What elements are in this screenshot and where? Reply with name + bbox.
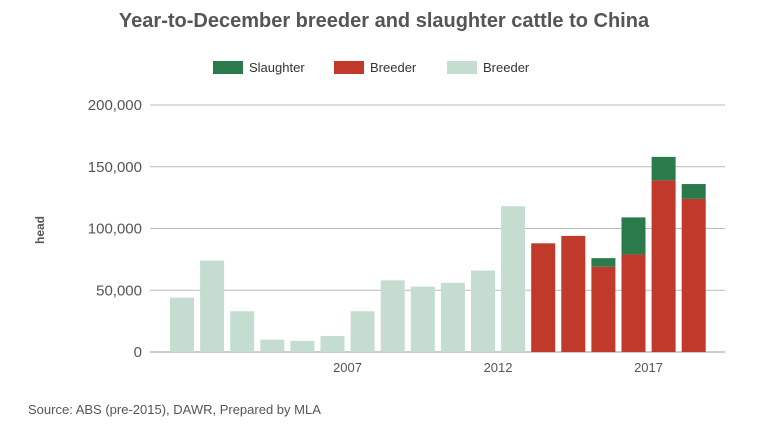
y-axis: 0 50,000 100,000 150,000 200,000 [88, 97, 142, 361]
chart-legend: Slaughter Breeder Breeder [213, 60, 530, 75]
bar-breeder-2019 [681, 198, 706, 352]
source-note: Source: ABS (pre-2015), DAWR, Prepared b… [28, 402, 321, 417]
bar-slaughter-2018 [651, 156, 676, 181]
bar-breeder-2003 [200, 260, 225, 352]
bar-slaughter-2016 [591, 258, 616, 267]
legend-swatch [213, 61, 243, 74]
legend-label: Slaughter [249, 60, 305, 75]
legend-label: Breeder [483, 60, 530, 75]
bar-breeder-2012 [471, 270, 495, 352]
x-tick-label: 2007 [333, 360, 362, 375]
bar-breeder-2009 [380, 280, 405, 352]
bar-breeder-2005 [260, 339, 285, 352]
bar-breeder-2002 [170, 297, 194, 352]
y-tick-label: 0 [134, 344, 142, 361]
x-tick-label: 2012 [484, 360, 513, 375]
bar-breeder-2017 [621, 254, 646, 352]
legend-label: Breeder [370, 60, 417, 75]
bar-breeder-2015 [561, 235, 586, 352]
bar-breeder-2004 [230, 311, 255, 352]
legend-swatch [447, 61, 477, 74]
y-axis-label: head [33, 216, 47, 244]
y-tick-label: 150,000 [88, 159, 142, 176]
bar-breeder-2013 [501, 206, 526, 352]
y-tick-label: 200,000 [88, 97, 142, 114]
x-tick-label: 2017 [634, 360, 663, 375]
bars [170, 156, 706, 352]
chart-title: Year-to-December breeder and slaughter c… [118, 10, 650, 32]
bar-breeder-2016 [591, 266, 616, 352]
x-axis: 2007 2012 2017 [333, 360, 663, 375]
bar-breeder-2006 [290, 340, 315, 352]
bar-breeder-2014 [531, 243, 556, 352]
bar-breeder-2011 [440, 282, 465, 352]
bar-breeder-2018 [651, 180, 676, 352]
bar-slaughter-2017 [621, 217, 646, 255]
y-tick-label: 50,000 [96, 282, 142, 299]
bar-slaughter-2019 [681, 184, 706, 199]
bar-breeder-2007 [320, 335, 345, 352]
bar-breeder-2010 [410, 286, 435, 352]
legend-swatch [334, 61, 364, 74]
bar-breeder-2008 [350, 311, 375, 352]
y-tick-label: 100,000 [88, 221, 142, 238]
